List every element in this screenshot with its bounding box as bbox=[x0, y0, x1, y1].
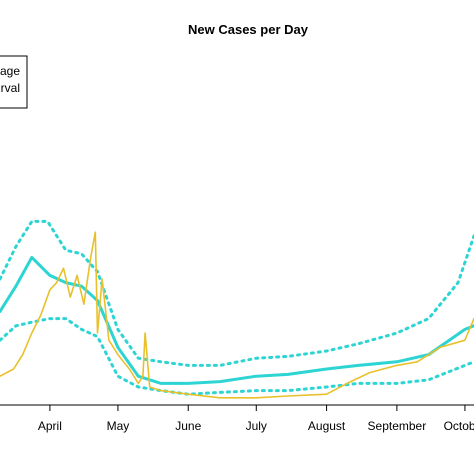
x-axis-ticks: April May June July August September October bbox=[38, 405, 474, 433]
series-line-yellow-observed bbox=[0, 231, 474, 399]
x-tick-label: August bbox=[308, 419, 346, 433]
legend-entry-interval: rval bbox=[1, 81, 20, 95]
series-line-cyan-solid-thick bbox=[0, 255, 474, 385]
chart-title: New Cases per Day bbox=[188, 22, 309, 37]
x-tick-label: September bbox=[368, 419, 427, 433]
x-tick-label: October bbox=[444, 419, 474, 433]
x-tick-label: July bbox=[246, 419, 267, 433]
x-tick-label: May bbox=[107, 419, 130, 433]
legend-entry-average: rage bbox=[0, 64, 20, 78]
series-layer bbox=[0, 219, 474, 399]
legend-box bbox=[0, 55, 28, 109]
x-tick-label: June bbox=[175, 419, 201, 433]
series-line-cyan-dotted-upper bbox=[0, 219, 474, 367]
x-tick-label: April bbox=[38, 419, 62, 433]
series-line-cyan-dotted-lower bbox=[0, 317, 474, 396]
legend: rage rval bbox=[0, 55, 28, 109]
